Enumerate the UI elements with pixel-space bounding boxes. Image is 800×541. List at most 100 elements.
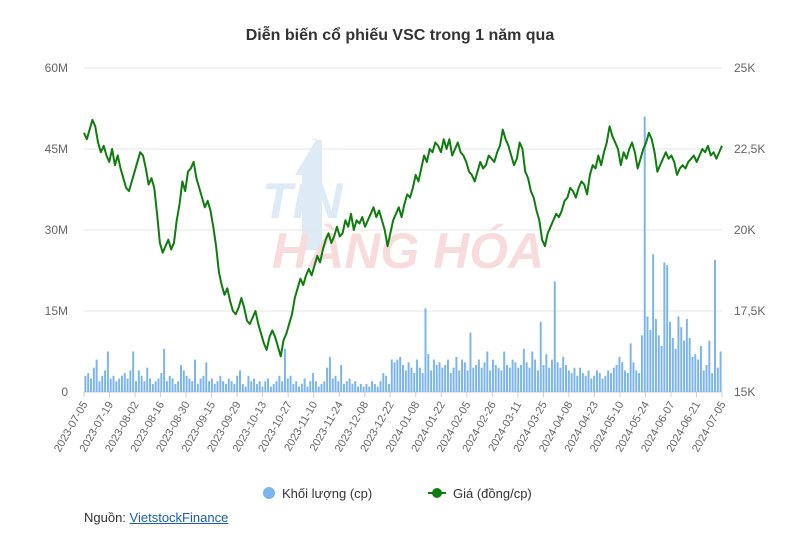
source-label: Nguồn: bbox=[84, 510, 126, 525]
volume-bar bbox=[98, 381, 101, 392]
volume-bar bbox=[233, 383, 236, 392]
volume-bar bbox=[309, 381, 312, 392]
volume-bar bbox=[216, 381, 219, 392]
volume-bar bbox=[104, 370, 107, 392]
volume-bar bbox=[444, 365, 447, 392]
volume-bar bbox=[84, 375, 87, 392]
volume-bar bbox=[362, 386, 365, 392]
volume-bar bbox=[129, 370, 132, 392]
volume-bar bbox=[90, 378, 93, 392]
volume-bar bbox=[264, 381, 267, 392]
volume-bar bbox=[365, 383, 368, 392]
volume-bar bbox=[275, 381, 278, 392]
volume-bar bbox=[610, 373, 612, 392]
volume-bar bbox=[500, 370, 503, 392]
volume-bar bbox=[250, 381, 253, 392]
volume-bar bbox=[697, 359, 700, 392]
volume-bar bbox=[579, 367, 582, 392]
y-right-tick-label: 25K bbox=[734, 61, 755, 75]
volume-bar bbox=[477, 359, 480, 392]
volume-bar bbox=[632, 362, 635, 392]
volume-bar bbox=[548, 367, 551, 392]
volume-bar bbox=[674, 348, 677, 392]
volume-bar bbox=[694, 354, 697, 392]
volume-bar bbox=[115, 381, 118, 392]
volume-bar bbox=[432, 359, 435, 392]
volume-bar bbox=[267, 378, 270, 392]
volume-bar bbox=[469, 332, 472, 392]
volume-bar bbox=[629, 343, 632, 392]
volume-bar bbox=[340, 365, 343, 392]
volume-bar bbox=[165, 381, 168, 392]
volume-bar bbox=[261, 386, 264, 392]
volume-bar bbox=[525, 362, 528, 392]
volume-bar bbox=[255, 383, 258, 392]
volume-bar bbox=[576, 375, 579, 392]
volume-bar bbox=[511, 359, 514, 392]
volume-bar bbox=[230, 381, 233, 392]
volume-bar bbox=[208, 381, 211, 392]
volume-bar bbox=[205, 362, 208, 392]
volume-bar bbox=[140, 375, 143, 392]
volume-bar bbox=[455, 356, 458, 392]
volume-bar bbox=[435, 365, 438, 392]
volume-bar bbox=[236, 375, 239, 392]
volume-bar bbox=[253, 378, 256, 392]
legend-price-marker bbox=[432, 488, 442, 498]
volume-bar bbox=[556, 362, 559, 392]
volume-bar bbox=[683, 340, 686, 392]
volume-bar bbox=[348, 378, 351, 392]
volume-bar bbox=[604, 375, 607, 392]
price-series-line bbox=[83, 118, 723, 358]
volume-bar bbox=[95, 359, 98, 392]
volume-bar bbox=[109, 378, 112, 392]
volume-bar bbox=[149, 378, 152, 392]
volume-bar bbox=[480, 367, 483, 392]
volume-bar bbox=[177, 381, 180, 392]
volume-bar bbox=[593, 375, 596, 392]
volume-bar bbox=[669, 321, 671, 392]
volume-bar bbox=[458, 370, 461, 392]
volume-bar bbox=[326, 367, 329, 392]
volume-bar bbox=[323, 381, 326, 392]
volume-bar bbox=[640, 335, 643, 392]
volume-bar bbox=[463, 362, 466, 392]
y-right-tick-label: 15K bbox=[734, 385, 755, 399]
volume-bar bbox=[132, 351, 135, 392]
y-axis-right: 15K 17,5K 20K 22,5K 25K bbox=[734, 61, 765, 399]
source-link[interactable]: VietstockFinance bbox=[129, 510, 229, 525]
volume-bar bbox=[213, 383, 216, 392]
y-left-tick-label: 30M bbox=[45, 223, 68, 237]
volume-bar bbox=[685, 319, 688, 392]
volume-bar bbox=[508, 367, 511, 392]
volume-bar bbox=[393, 362, 396, 392]
volume-bar bbox=[163, 348, 166, 392]
volume-bar bbox=[416, 359, 419, 392]
volume-bar bbox=[281, 381, 284, 392]
volume-bar bbox=[295, 381, 298, 392]
volume-bar bbox=[635, 370, 638, 392]
volume-bar bbox=[559, 367, 562, 392]
y-right-tick-label: 20K bbox=[734, 223, 755, 237]
volume-bar bbox=[328, 356, 331, 392]
volume-bar bbox=[334, 375, 337, 392]
volume-bar bbox=[298, 386, 300, 392]
y-left-tick-label: 15M bbox=[45, 304, 68, 318]
legend-item-volume[interactable]: Khối lượng (cp) bbox=[263, 486, 372, 501]
legend-item-price[interactable]: Giá (đồng/cp) bbox=[428, 486, 532, 501]
volume-bar bbox=[317, 386, 320, 392]
volume-bar bbox=[520, 365, 523, 392]
volume-bar bbox=[708, 340, 711, 392]
volume-bar bbox=[146, 367, 149, 392]
volume-bar bbox=[489, 370, 492, 392]
volume-bar bbox=[438, 362, 441, 392]
volume-bar bbox=[446, 359, 449, 392]
volume-bar bbox=[120, 375, 123, 392]
volume-bar bbox=[491, 359, 494, 392]
volume-bar bbox=[359, 383, 362, 392]
volume-bar bbox=[713, 259, 716, 392]
volume-bar bbox=[272, 383, 275, 392]
volume-bar bbox=[624, 370, 627, 392]
volume-bar bbox=[441, 367, 444, 392]
